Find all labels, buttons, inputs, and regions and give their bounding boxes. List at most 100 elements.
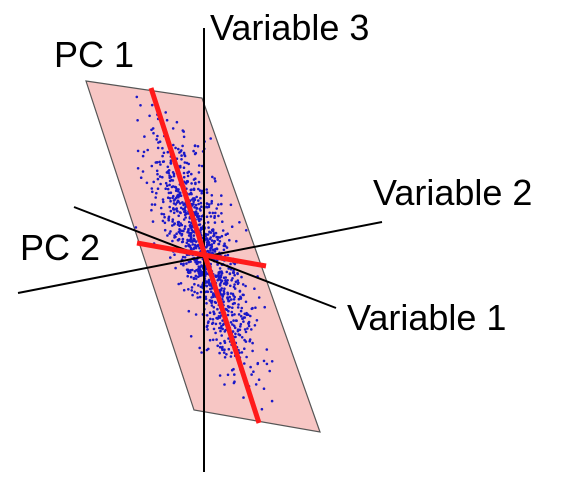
data-point	[212, 234, 215, 238]
data-point	[192, 234, 196, 237]
data-point	[181, 237, 185, 241]
data-point	[183, 227, 186, 231]
data-point	[238, 328, 242, 332]
data-point	[183, 225, 187, 228]
data-point	[190, 231, 193, 235]
data-point	[221, 323, 225, 327]
data-point	[237, 297, 241, 301]
data-point	[172, 174, 176, 178]
data-point	[178, 224, 181, 228]
label-pc-2: PC 2	[20, 227, 100, 268]
data-point	[215, 316, 218, 320]
data-point	[236, 279, 240, 282]
data-point	[207, 203, 211, 206]
data-point	[230, 368, 234, 372]
data-point	[187, 271, 190, 275]
data-point	[187, 260, 191, 264]
data-point	[218, 374, 222, 377]
data-point	[178, 232, 182, 235]
data-point	[234, 280, 238, 284]
data-point	[211, 211, 215, 215]
data-point	[217, 203, 220, 206]
data-point	[213, 216, 216, 219]
data-point	[234, 335, 237, 339]
data-point	[188, 192, 191, 196]
data-point	[171, 127, 175, 130]
data-point	[156, 177, 160, 181]
data-point	[150, 203, 154, 206]
data-point	[174, 189, 178, 193]
data-point	[221, 220, 224, 223]
data-point	[200, 189, 204, 193]
data-point	[232, 285, 236, 289]
data-point	[212, 232, 216, 235]
data-point	[225, 270, 229, 274]
data-point	[231, 323, 234, 326]
data-point	[221, 229, 225, 232]
data-point	[239, 296, 243, 300]
data-point	[175, 207, 178, 211]
data-point	[181, 129, 185, 132]
pc2-line	[136, 240, 267, 269]
data-point	[222, 300, 225, 304]
data-point	[221, 348, 224, 352]
data-point	[250, 307, 254, 311]
data-point	[182, 218, 186, 221]
data-point	[186, 174, 190, 178]
data-point	[220, 202, 223, 206]
data-point	[198, 295, 202, 299]
data-point	[172, 207, 175, 211]
data-point	[152, 180, 155, 184]
data-point	[199, 285, 203, 289]
data-point	[177, 188, 180, 191]
data-point	[233, 326, 237, 330]
data-point	[209, 249, 212, 252]
data-point	[190, 240, 194, 243]
data-point	[233, 313, 236, 316]
label-variable-1: Variable 1	[347, 297, 506, 338]
data-point	[155, 191, 158, 195]
data-point	[243, 347, 246, 351]
data-point	[194, 277, 198, 280]
data-point	[180, 229, 184, 233]
data-point	[182, 263, 185, 267]
data-point	[166, 196, 170, 199]
data-point	[237, 333, 240, 336]
data-point	[221, 327, 224, 331]
data-point	[213, 221, 217, 224]
data-point	[215, 235, 218, 239]
data-point	[226, 373, 230, 377]
data-point	[198, 261, 202, 264]
data-point	[227, 347, 231, 351]
data-point	[177, 200, 180, 203]
data-point	[188, 245, 191, 248]
data-point	[169, 162, 173, 165]
data-point	[247, 322, 250, 325]
data-point	[211, 293, 215, 297]
data-point	[205, 202, 209, 205]
data-point	[218, 351, 221, 355]
data-point	[214, 331, 217, 335]
data-point	[212, 310, 215, 314]
data-point	[155, 161, 159, 164]
data-point	[223, 339, 226, 343]
data-point	[186, 238, 189, 242]
data-point	[233, 283, 236, 286]
data-point	[166, 234, 169, 237]
data-point	[270, 360, 274, 363]
data-point	[171, 196, 174, 200]
data-point	[179, 222, 182, 225]
data-point	[176, 210, 179, 213]
data-point	[164, 181, 168, 185]
data-point	[172, 202, 176, 205]
data-point	[224, 276, 228, 279]
data-point	[257, 296, 261, 299]
data-point	[189, 269, 192, 272]
data-point	[220, 194, 223, 197]
data-point	[197, 171, 201, 174]
data-point	[244, 284, 247, 288]
data-point	[141, 154, 145, 158]
data-point	[221, 345, 224, 349]
data-point	[183, 213, 187, 217]
